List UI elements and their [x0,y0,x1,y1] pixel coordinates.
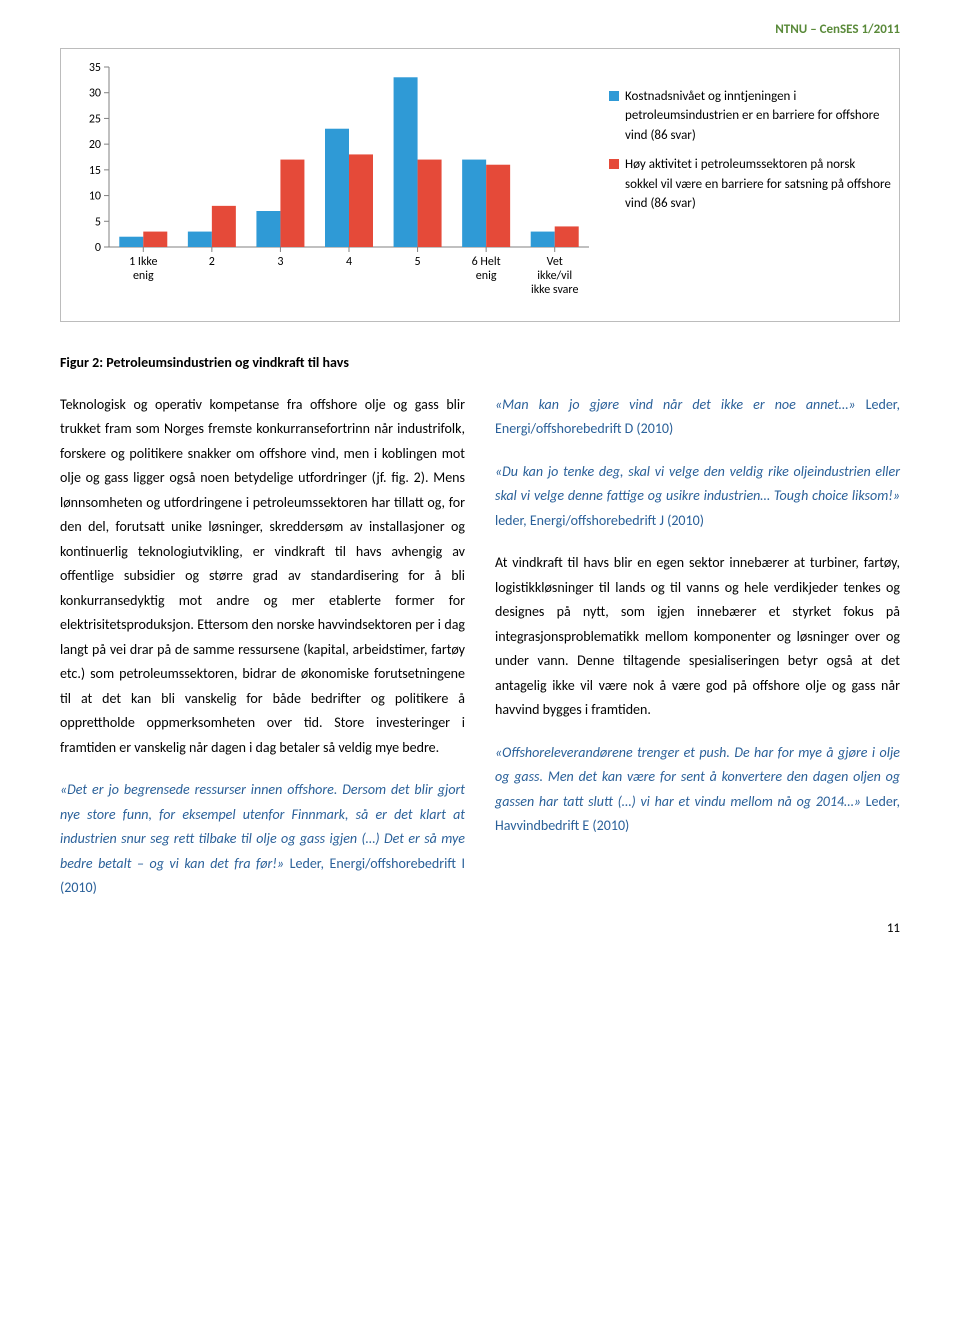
legend-label-1: Kostnadsnivået og inntjeningen i petrole… [625,87,891,146]
figure-caption: Figur 2: Petroleumsindustrien og vindkra… [60,352,900,373]
svg-text:4: 4 [346,255,352,269]
svg-text:enig: enig [476,269,497,283]
svg-text:2: 2 [209,255,215,269]
svg-text:20: 20 [89,138,101,152]
body-p1: Teknologisk og operativ kompetanse fra o… [60,393,465,761]
body-columns: Teknologisk og operativ kompetanse fra o… [60,393,900,901]
svg-text:25: 25 [89,112,101,126]
chart-container: 051015202530351 Ikkeenig23456 HeltenigVe… [60,48,900,322]
svg-text:10: 10 [89,189,101,203]
legend-item-1: Kostnadsnivået og inntjeningen i petrole… [609,87,891,146]
legend-swatch-red [609,159,619,169]
quote-2: «Man kan jo gjøre vind når det ikke er n… [495,393,900,442]
legend-item-2: Høy aktivitet i petroleumssektoren på no… [609,155,891,214]
page-header: NTNU – CenSES 1/2011 [60,20,900,40]
svg-text:5: 5 [95,215,101,229]
quote-4: «Offshoreleverandørene trenger et push. … [495,741,900,839]
page-number: 11 [60,919,900,939]
svg-text:1 Ikke: 1 Ikke [129,255,157,269]
body-p2: At vindkraft til havs blir en egen sekto… [495,551,900,723]
quote-3: «Du kan jo tenke deg, skal vi velge den … [495,460,900,534]
legend-swatch-blue [609,91,619,101]
svg-text:35: 35 [89,61,101,75]
svg-text:5: 5 [415,255,421,269]
svg-text:Vet: Vet [547,255,563,269]
svg-text:ikke/vil: ikke/vil [537,269,572,283]
bar-chart: 051015202530351 Ikkeenig23456 HeltenigVe… [69,57,599,313]
svg-text:30: 30 [89,86,101,100]
svg-text:6 Helt: 6 Helt [472,255,501,269]
chart-legend: Kostnadsnivået og inntjeningen i petrole… [599,57,891,224]
legend-label-2: Høy aktivitet i petroleumssektoren på no… [625,155,891,214]
svg-text:enig: enig [133,269,154,283]
svg-text:0: 0 [95,241,101,255]
quote-1: «Det er jo begrensede ressurser innen of… [60,778,465,901]
svg-text:15: 15 [89,163,101,177]
svg-text:3: 3 [277,255,283,269]
svg-text:ikke svare: ikke svare [531,283,578,297]
